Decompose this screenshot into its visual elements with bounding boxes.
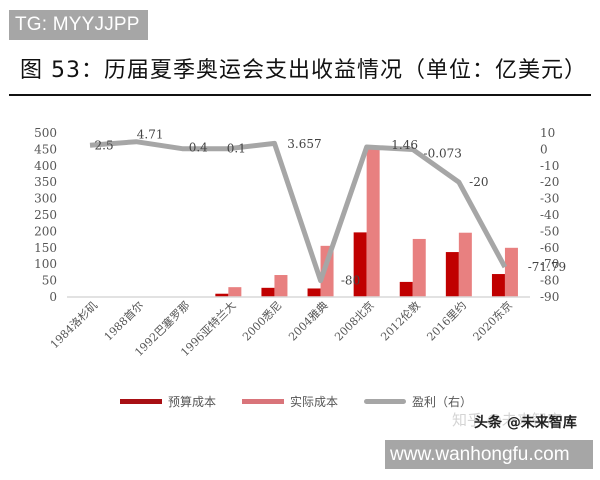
legend-label-budget: 预算成本 [168, 395, 217, 409]
right-tick-label: 0 [540, 142, 548, 156]
profit-data-labels: 2.5 4.71 0.4 0.1 3.657 -80 1.46 -0.073 -20 -71.79 [95, 128, 567, 288]
budget-bar [491, 274, 505, 297]
url-overlay: www.wanhongfu.com [385, 440, 593, 469]
left-tick-label: 200 [34, 224, 57, 238]
legend-item-profit: 盈利（右） [364, 393, 472, 410]
legend: 预算成本 实际成本 盈利（右） [120, 393, 498, 410]
left-tick-label: 100 [34, 257, 57, 271]
profit-data-label: 0.1 [227, 142, 246, 156]
left-tick-label: 450 [34, 142, 57, 156]
x-category-label: 2000悉尼 [240, 299, 285, 344]
legend-label-profit: 盈利（右） [412, 395, 473, 409]
budget-bar [215, 293, 229, 297]
chart-title: 图 53：历届夏季奥运会支出收益情况（单位：亿美元） [20, 58, 587, 83]
actual-bar [274, 275, 288, 297]
x-category-label: 2004雅典 [285, 298, 330, 343]
x-category-label: 2012伦敦 [378, 298, 423, 343]
x-category-label: 1984洛杉矶 [47, 298, 100, 351]
right-tick-label: -10 [540, 159, 559, 173]
right-tick-label: -90 [540, 290, 559, 304]
budget-bar [307, 288, 321, 297]
right-y-axis: 10 0 -10 -20 -30 -40 -50 -60 -70 -80 -90 [540, 126, 559, 304]
left-tick-label: 0 [49, 290, 57, 304]
profit-data-label: -0.073 [424, 147, 462, 161]
left-tick-label: 50 [42, 274, 57, 288]
profit-data-label: 1.46 [391, 138, 418, 152]
profit-data-label: 3.657 [287, 137, 321, 151]
profit-data-label: -20 [469, 175, 488, 189]
actual-bar [504, 247, 518, 297]
title-divider [9, 94, 591, 96]
profit-data-label: 2.5 [95, 138, 114, 152]
left-tick-label: 150 [34, 241, 57, 255]
actual-bar [228, 287, 242, 297]
right-tick-label: -70 [540, 257, 559, 271]
left-tick-label: 300 [34, 192, 57, 206]
profit-data-label: -80 [341, 274, 360, 288]
bar-series [215, 147, 518, 297]
x-category-label: 1988首尔 [101, 298, 146, 343]
profit-data-label: 4.71 [137, 128, 164, 142]
budget-bar [261, 287, 275, 297]
watermark-zhihu: 知乎 @未来智库 [452, 411, 562, 429]
legend-label-actual: 实际成本 [290, 395, 339, 409]
right-tick-label: -60 [540, 241, 559, 255]
budget-swatch-icon [120, 399, 162, 404]
budget-bar [445, 252, 459, 297]
profit-line [89, 139, 508, 284]
legend-item-budget: 预算成本 [120, 393, 216, 410]
right-tick-label: -80 [540, 274, 559, 288]
left-tick-label: 500 [34, 126, 57, 140]
right-tick-label: 10 [540, 126, 555, 140]
right-tick-label: -50 [540, 224, 559, 238]
budget-bar [399, 281, 413, 297]
left-tick-label: 250 [34, 208, 57, 222]
actual-bar [458, 232, 472, 297]
actual-bar [366, 147, 380, 297]
legend-item-actual: 实际成本 [242, 393, 338, 410]
left-tick-label: 350 [34, 175, 57, 189]
actual-swatch-icon [242, 399, 285, 404]
watermark-toutiao: 头条 @未来智库 [474, 415, 577, 431]
x-category-label: 2020东京 [470, 298, 515, 343]
right-tick-label: -40 [540, 208, 559, 222]
budget-bar [353, 232, 367, 297]
profit-data-label: 0.4 [189, 141, 208, 155]
right-tick-label: -30 [540, 192, 559, 206]
left-tick-label: 400 [34, 159, 57, 173]
profit-swatch-icon [364, 399, 407, 404]
right-tick-label: -20 [540, 175, 559, 189]
actual-bar [412, 238, 426, 297]
top-tag-overlay: TG: MYYJJPP [9, 10, 148, 40]
profit-data-label: -71.79 [528, 260, 566, 274]
x-category-label: 2008北京 [332, 298, 377, 343]
x-category-label: 2016里约 [424, 299, 469, 344]
